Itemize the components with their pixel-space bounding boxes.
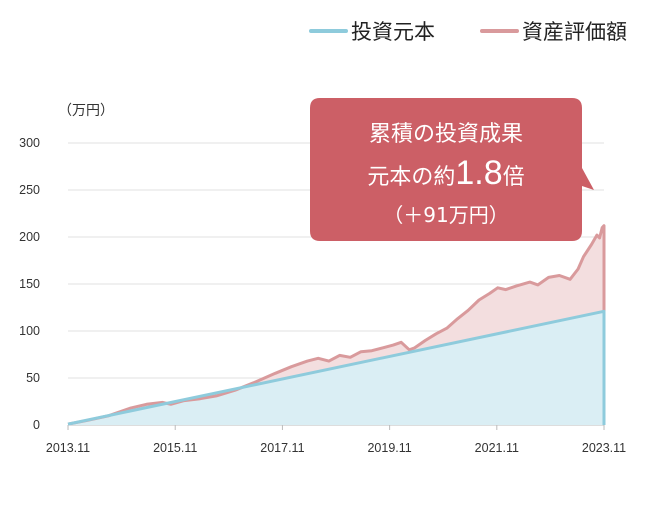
callout-background [310, 98, 594, 241]
legend-valuation-label: 資産評価額 [522, 20, 627, 44]
series-lines [67, 224, 606, 426]
callout-bubble: 累積の投資成果 元本の約1.8倍 （＋91万円） [310, 98, 594, 241]
y-tick-label: 200 [19, 230, 40, 244]
callout-multiplier: 1.8 [455, 154, 502, 192]
y-tick-label: 150 [19, 277, 40, 291]
x-tick-label: 2015.11 [153, 441, 197, 455]
y-tick-label: 250 [19, 183, 40, 197]
callout-line-2-suffix: 倍 [503, 165, 525, 190]
callout-line-2-prefix: 元本の約 [367, 165, 455, 190]
y-tick-label: 50 [26, 371, 40, 385]
x-tick-label: 2013.11 [46, 441, 90, 455]
callout-line-3: （＋91万円） [383, 203, 508, 227]
x-axis-tick-labels: 2013.11 2015.11 2017.11 2019.11 2021.11 2023.… [46, 425, 626, 455]
x-tick-label: 2021.11 [475, 441, 519, 455]
legend: 投資元本 資産評価額 [309, 20, 627, 44]
principal-line [67, 309, 606, 426]
x-tick-label: 2019.11 [367, 441, 411, 455]
x-tick-label: 2023.11 [582, 441, 626, 455]
y-axis-unit-label: （万円） [58, 103, 114, 119]
callout-line-2: 元本の約1.8倍 [367, 154, 524, 192]
callout-line-1: 累積の投資成果 [369, 122, 523, 147]
legend-principal-label: 投資元本 [351, 20, 435, 44]
y-tick-label: 0 [33, 418, 40, 432]
series-areas [68, 225, 604, 425]
x-tick-label: 2017.11 [260, 441, 304, 455]
valuation-line [67, 224, 606, 426]
y-tick-label: 300 [19, 136, 40, 150]
y-tick-label: 100 [19, 324, 40, 338]
y-axis-tick-labels: 0 50 100 150 200 250 300 [19, 136, 40, 432]
